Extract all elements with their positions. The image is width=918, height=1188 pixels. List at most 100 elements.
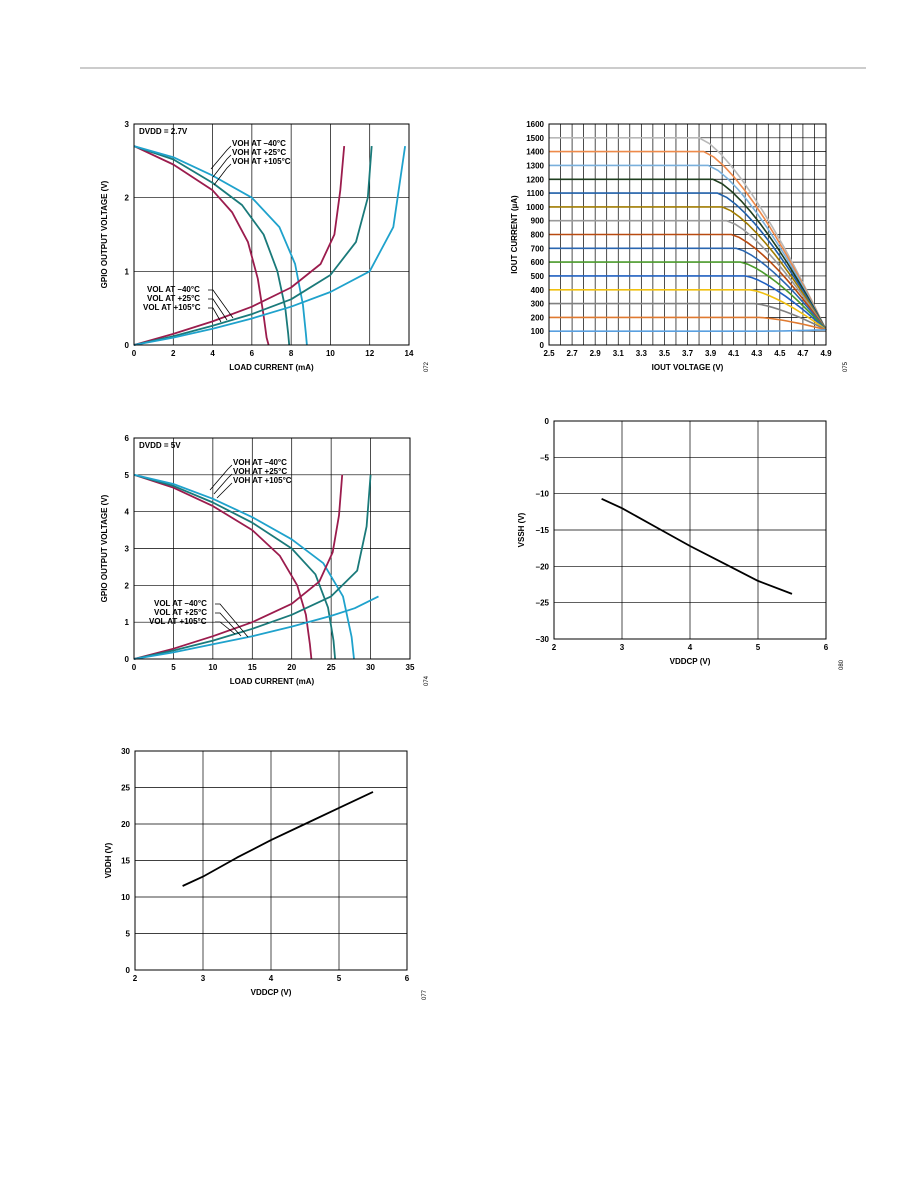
chart2-series-6 bbox=[549, 206, 827, 331]
chart1-xtick-label: 8 bbox=[289, 349, 294, 358]
chart2-xtick-label: 4.3 bbox=[751, 349, 763, 358]
chart5-xtick-label: 2 bbox=[133, 974, 138, 983]
chart1-annotation-voh-m40: VOH AT –40°C bbox=[232, 139, 286, 148]
chart2-ytick-label: 500 bbox=[531, 272, 545, 281]
chart3-y-axis-label: GPIO OUTPUT VOLTAGE (V) bbox=[100, 494, 109, 602]
chart3-annotation-vol-p105: VOL AT +105°C bbox=[149, 617, 207, 626]
chart4-ytick-label: –10 bbox=[536, 490, 550, 499]
chart3-annotation-vol-p25: VOL AT +25°C bbox=[154, 608, 207, 617]
chart4-xtick-label: 4 bbox=[688, 643, 693, 652]
chart5-ytick-label: 25 bbox=[121, 784, 130, 793]
chart2-plot-border bbox=[548, 123, 827, 346]
chart2-ytick-label: 600 bbox=[531, 258, 545, 267]
chart1-series-1 bbox=[133, 145, 270, 346]
chart3-annotation-voh-p25: VOH AT +25°C bbox=[233, 467, 287, 476]
chart1-x-axis-label: LOAD CURRENT (mA) bbox=[229, 363, 314, 372]
chart2-series-3 bbox=[549, 164, 827, 331]
chart2-xtick-label: 3.5 bbox=[659, 349, 671, 358]
chart2-xtick-label: 4.7 bbox=[797, 349, 809, 358]
chart2-xtick-label: 3.9 bbox=[705, 349, 717, 358]
chart1-series-4 bbox=[133, 146, 346, 346]
chart4-series-1 bbox=[601, 497, 793, 595]
chart2-series-8 bbox=[549, 233, 827, 331]
chart4-xtick-label: 3 bbox=[620, 643, 625, 652]
chart5-ytick-label: 0 bbox=[126, 966, 131, 975]
chart1-voh-pointers bbox=[210, 145, 232, 186]
chart4-xtick-label: 5 bbox=[756, 643, 761, 652]
chart1-ytick-label: 2 bbox=[125, 194, 130, 203]
chart2-ytick-label: 200 bbox=[531, 313, 545, 322]
chart2-series-15 bbox=[549, 329, 827, 333]
chart1-xtick-label: 0 bbox=[132, 349, 137, 358]
chart5-xtick-label: 5 bbox=[337, 974, 342, 983]
chart2-ytick-label: 800 bbox=[531, 231, 545, 240]
chart3-ytick-label: 0 bbox=[125, 655, 130, 664]
chart2-xtick-label: 4.1 bbox=[728, 349, 740, 358]
chart3-series-1 bbox=[133, 473, 313, 660]
chart5-figure-id: 077 bbox=[422, 989, 428, 1000]
chart3-ytick-label: 6 bbox=[125, 434, 130, 443]
chart3-vol-pointers bbox=[215, 603, 249, 638]
chart-iout-current-vs-voltage: 2.5 2.7 2.9 3.1 3.3 3.5 3.7 3.9 4.1 4.3 4.5 4.7 4.9 0… bbox=[510, 120, 849, 372]
chart3-series-4 bbox=[133, 474, 344, 660]
chart5-xtick-label: 3 bbox=[201, 974, 206, 983]
chart4-figure-id: 080 bbox=[839, 659, 845, 670]
chart1-annotation-vol-p25: VOL AT +25°C bbox=[147, 294, 200, 303]
chart4-ytick-label: –5 bbox=[540, 453, 549, 462]
chart3-annotation-dvdd: DVDD = 5V bbox=[139, 441, 181, 450]
chart2-xtick-label: 2.7 bbox=[567, 349, 579, 358]
chart3-series-5 bbox=[133, 474, 372, 660]
chart2-series-7 bbox=[549, 219, 827, 331]
chart4-ytick-label: –30 bbox=[536, 635, 550, 644]
chart1-annotation-voh-p105: VOH AT +105°C bbox=[232, 157, 291, 166]
chart2-series-11 bbox=[549, 275, 827, 331]
chart2-series-10 bbox=[549, 261, 827, 331]
chart3-annotation-vol-m40: VOL AT –40°C bbox=[154, 599, 207, 608]
chart2-ytick-label: 900 bbox=[531, 217, 545, 226]
chart2-xtick-label: 2.9 bbox=[590, 349, 602, 358]
chart2-ytick-label: 100 bbox=[531, 327, 545, 336]
chart1-plot-border bbox=[133, 123, 410, 346]
chart3-series-2 bbox=[133, 473, 336, 660]
chart5-xtick-label: 6 bbox=[405, 974, 410, 983]
chart1-xtick-label: 12 bbox=[365, 349, 374, 358]
chart2-series-9 bbox=[549, 247, 827, 331]
chart2-ytick-label: 1000 bbox=[526, 203, 544, 212]
chart5-ytick-label: 15 bbox=[121, 857, 130, 866]
chart3-ytick-label: 4 bbox=[125, 508, 130, 517]
chart1-y-axis-label: GPIO OUTPUT VOLTAGE (V) bbox=[100, 180, 109, 288]
chart4-ytick-label: –15 bbox=[536, 526, 550, 535]
chart2-series-5 bbox=[549, 192, 827, 331]
chart2-y-axis-label: IOUT CURRENT (µA) bbox=[510, 195, 519, 274]
chart4-ytick-label: –20 bbox=[536, 562, 550, 571]
chart1-xtick-label: 6 bbox=[250, 349, 255, 358]
chart5-ytick-label: 30 bbox=[121, 747, 130, 756]
chart2-series-1 bbox=[549, 137, 827, 331]
chart3-xtick-label: 10 bbox=[208, 663, 217, 672]
chart1-series-3 bbox=[133, 145, 308, 346]
chart2-x-axis-label: IOUT VOLTAGE (V) bbox=[652, 363, 724, 372]
chart5-x-axis-label: VDDCP (V) bbox=[251, 988, 292, 997]
chart4-y-axis-label: VSSH (V) bbox=[517, 512, 526, 547]
chart3-voh-pointers bbox=[209, 464, 233, 499]
chart2-ytick-label: 1300 bbox=[526, 161, 544, 170]
chart3-xtick-label: 20 bbox=[287, 663, 296, 672]
chart1-series-6 bbox=[133, 145, 406, 346]
chart1-annotation-vol-m40: VOL AT –40°C bbox=[147, 285, 200, 294]
chart2-ytick-label: 1200 bbox=[526, 175, 544, 184]
chart2-series-12 bbox=[549, 288, 827, 331]
chart2-xtick-label: 4.9 bbox=[820, 349, 832, 358]
chart2-ytick-label: 400 bbox=[531, 286, 545, 295]
chart4-xtick-label: 2 bbox=[552, 643, 557, 652]
chart3-plot-border bbox=[133, 437, 411, 660]
chart1-series-2 bbox=[133, 145, 291, 346]
chart2-ytick-label: 700 bbox=[531, 244, 545, 253]
chart4-ytick-label: –25 bbox=[536, 599, 550, 608]
chart2-series-13 bbox=[549, 302, 827, 331]
chart3-ytick-label: 3 bbox=[125, 545, 130, 554]
chart1-ytick-label: 1 bbox=[125, 267, 130, 276]
chart5-series-1 bbox=[182, 791, 374, 887]
chart3-annotation-voh-p105: VOH AT +105°C bbox=[233, 476, 292, 485]
chart3-x-axis-label: LOAD CURRENT (mA) bbox=[230, 677, 315, 686]
